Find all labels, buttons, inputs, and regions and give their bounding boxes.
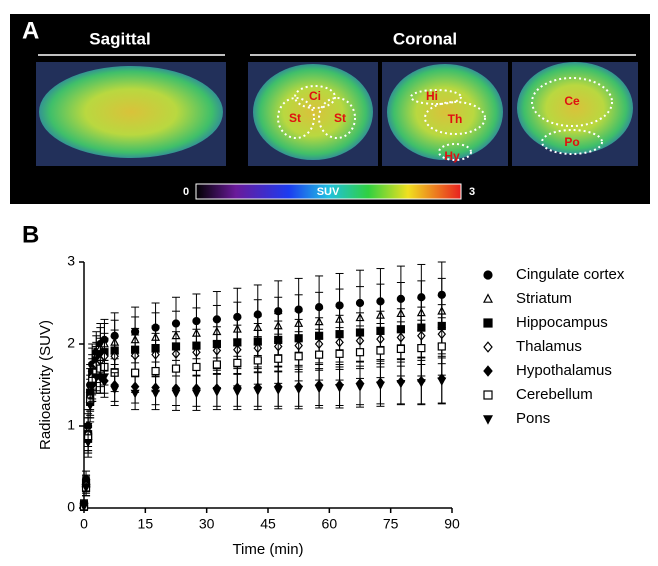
x-tick-label: 75 <box>383 516 399 532</box>
marker <box>316 385 323 392</box>
marker <box>295 353 302 360</box>
marker <box>173 365 180 372</box>
legend-label: Cingulate cortex <box>516 266 625 283</box>
region-label: Th <box>448 112 463 126</box>
x-tick-label: 45 <box>260 516 276 532</box>
marker <box>275 355 282 362</box>
legend-marker <box>484 391 492 399</box>
legend-marker <box>484 295 492 303</box>
coronal-title: Coronal <box>393 29 457 48</box>
x-axis-label: Time (min) <box>232 541 303 558</box>
y-axis-label: Radioactivity (SUV) <box>37 320 54 450</box>
marker <box>377 382 384 389</box>
figure: A Sagittal Coronal Ci St St Hi Th Hy Ce … <box>0 0 658 561</box>
marker <box>418 345 425 352</box>
marker <box>357 349 364 356</box>
marker <box>234 359 241 366</box>
marker <box>193 363 200 370</box>
y-tick-label: 1 <box>67 417 75 433</box>
y-tick-label: 2 <box>67 335 75 351</box>
sagittal-brain <box>39 66 223 158</box>
region-label: Po <box>564 135 579 149</box>
x-tick-label: 30 <box>199 516 215 532</box>
marker <box>316 351 323 358</box>
marker <box>132 369 139 376</box>
marker <box>295 386 302 393</box>
colorbar-max: 3 <box>469 186 475 198</box>
region-label: Ce <box>564 94 580 108</box>
legend-marker <box>484 342 492 352</box>
x-tick-label: 90 <box>444 516 460 532</box>
marker <box>85 440 92 447</box>
marker <box>152 390 159 397</box>
marker <box>213 361 220 368</box>
coronal-brain <box>253 64 373 160</box>
marker <box>275 387 282 394</box>
region-label: Hy <box>444 149 460 163</box>
x-tick-label: 0 <box>80 516 88 532</box>
panel-label: A <box>22 17 39 44</box>
marker <box>173 390 180 397</box>
y-tick-label: 3 <box>67 253 75 269</box>
marker <box>254 357 261 364</box>
region-label: Ci <box>309 89 321 103</box>
x-tick-label: 15 <box>138 516 154 532</box>
marker <box>213 389 220 396</box>
legend-label: Cerebellum <box>516 386 593 403</box>
colorbar-min: 0 <box>183 186 189 198</box>
coronal-brain <box>387 64 503 160</box>
x-tick-label: 60 <box>322 516 338 532</box>
marker <box>336 385 343 392</box>
legend-label: Hypothalamus <box>516 362 612 379</box>
marker <box>193 390 200 397</box>
colorbar-label: SUV <box>317 186 340 198</box>
marker <box>234 389 241 396</box>
legend-marker <box>484 416 492 424</box>
marker <box>377 347 384 354</box>
marker <box>132 390 139 397</box>
legend-marker <box>484 366 492 376</box>
legend-label: Thalamus <box>516 338 582 355</box>
marker <box>336 350 343 357</box>
marker <box>438 343 445 350</box>
marker <box>357 384 364 391</box>
legend-label: Striatum <box>516 290 572 307</box>
y-tick-label: 0 <box>67 499 75 515</box>
region-label: St <box>289 111 301 125</box>
region-label: St <box>334 111 346 125</box>
marker <box>152 368 159 375</box>
marker <box>254 388 261 395</box>
marker <box>87 403 94 410</box>
panel-label: B <box>22 221 39 248</box>
marker <box>438 378 445 385</box>
legend-marker <box>484 271 492 279</box>
marker <box>397 345 404 352</box>
legend-marker <box>484 319 492 327</box>
legend-label: Pons <box>516 410 550 427</box>
legend-label: Hippocampus <box>516 314 608 331</box>
sagittal-title: Sagittal <box>89 29 150 48</box>
region-label: Hi <box>426 89 438 103</box>
